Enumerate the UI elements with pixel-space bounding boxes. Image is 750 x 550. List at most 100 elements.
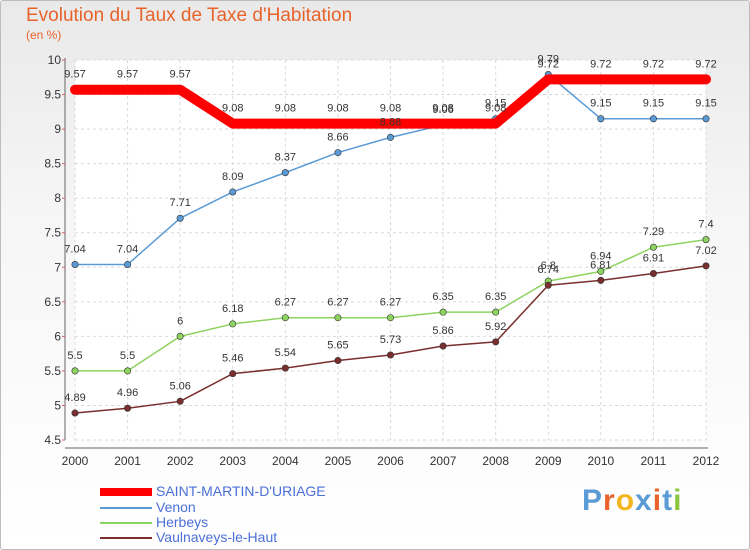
data-label: 6.27 <box>380 297 401 309</box>
legend-label-saint-martin: SAINT-MARTIN-D'URIAGE <box>156 483 326 499</box>
data-label: 8.88 <box>380 116 401 128</box>
data-label: 5.06 <box>169 380 190 392</box>
x-tick-label: 2001 <box>114 454 141 468</box>
data-label: 9.15 <box>590 98 611 110</box>
y-tick-label: 8 <box>54 191 61 205</box>
data-label: 5.46 <box>222 353 243 365</box>
chart-title: Evolution du Taux de Taxe d'Habitation <box>26 5 353 26</box>
data-label: 5.54 <box>275 347 296 359</box>
data-point <box>281 314 289 322</box>
data-point <box>492 308 500 316</box>
y-tick-label: 4.5 <box>44 433 61 447</box>
data-label: 7.04 <box>117 244 138 256</box>
data-point <box>124 367 132 375</box>
data-label: 5.5 <box>120 350 135 362</box>
data-label: 9.79 <box>538 54 559 66</box>
data-label: 6.91 <box>643 252 664 264</box>
data-point <box>281 169 289 177</box>
data-point <box>281 364 289 372</box>
y-tick-label: 6 <box>54 329 61 343</box>
x-tick-label: 2002 <box>167 454 194 468</box>
legend-swatch-saint-martin <box>100 488 152 496</box>
data-point <box>176 332 184 340</box>
data-label: 6 <box>177 315 183 327</box>
data-label: 7.04 <box>64 244 85 256</box>
data-label: 6.27 <box>275 297 296 309</box>
data-point <box>649 115 657 123</box>
data-point <box>702 236 710 244</box>
data-label: 6.35 <box>485 291 506 303</box>
data-point <box>386 133 394 141</box>
data-label: 5.92 <box>485 321 506 333</box>
y-tick-label: 5.5 <box>44 364 61 378</box>
data-point <box>229 370 237 378</box>
data-label: 5.65 <box>327 340 348 352</box>
data-point <box>439 308 447 316</box>
data-label: 9.08 <box>380 103 401 115</box>
x-tick-label: 2000 <box>62 454 89 468</box>
data-point <box>386 351 394 359</box>
x-tick-label: 2008 <box>482 454 509 468</box>
data-label: 9.57 <box>169 69 190 81</box>
legend-swatch-vaulnaveys <box>100 537 152 539</box>
data-label: 9.72 <box>538 58 559 70</box>
data-label: 9.15 <box>695 98 716 110</box>
data-label: 4.96 <box>117 387 138 399</box>
data-label: 5.86 <box>432 325 453 337</box>
legend-label-herbeys: Herbeys <box>156 514 209 530</box>
data-label: 4.89 <box>64 392 85 404</box>
data-label: 8.66 <box>327 132 348 144</box>
data-label: 6.18 <box>222 303 243 315</box>
data-label: 7.02 <box>695 245 716 257</box>
x-tick-label: 2004 <box>272 454 299 468</box>
data-label: 9.15 <box>485 98 506 110</box>
brand-letter: x <box>635 484 653 517</box>
data-label: 8.09 <box>222 171 243 183</box>
data-point <box>124 404 132 412</box>
x-tick-label: 2011 <box>641 454 667 468</box>
data-label: 9.15 <box>643 98 664 110</box>
data-point <box>702 115 710 123</box>
data-label: 8.37 <box>275 152 296 164</box>
data-label: 9.08 <box>485 103 506 115</box>
data-label: 9.08 <box>275 103 296 115</box>
data-label: 9.57 <box>64 69 85 81</box>
data-label: 9.72 <box>590 58 611 70</box>
data-label: 7.29 <box>643 226 664 238</box>
brand-letter: o <box>615 484 636 517</box>
data-point <box>176 397 184 405</box>
x-tick-label: 2009 <box>535 454 562 468</box>
data-point <box>71 261 79 269</box>
legend-label-venon: Venon <box>156 499 196 515</box>
data-point <box>334 314 342 322</box>
legend-swatch-venon <box>100 507 152 509</box>
data-label: 6.8 <box>541 260 556 272</box>
data-label: 6.27 <box>327 297 348 309</box>
data-label: 9.08 <box>327 103 348 115</box>
x-tick-label: 2003 <box>219 454 246 468</box>
data-point <box>124 261 132 269</box>
x-tick-label: 2010 <box>587 454 614 468</box>
data-point <box>71 367 79 375</box>
y-tick-label: 7.5 <box>44 226 61 240</box>
chart-subtitle: (en %) <box>26 28 62 42</box>
y-tick-label: 5 <box>54 398 61 412</box>
data-point <box>649 243 657 251</box>
brand-logo: Proxiti <box>582 484 682 518</box>
data-label: 9.72 <box>643 58 664 70</box>
y-tick-label: 8.5 <box>44 157 61 171</box>
data-point <box>229 320 237 328</box>
data-label: 5.5 <box>67 350 82 362</box>
data-point <box>597 267 605 275</box>
x-tick-label: 2012 <box>693 454 720 468</box>
data-point <box>649 269 657 277</box>
y-tick-label: 9.5 <box>44 88 61 102</box>
data-label: 9.06 <box>432 104 453 116</box>
x-tick-label: 2007 <box>430 454 457 468</box>
brand-letter: r <box>603 484 616 517</box>
data-point <box>71 409 79 417</box>
data-point <box>544 281 552 289</box>
data-point <box>597 115 605 123</box>
data-point <box>597 276 605 284</box>
